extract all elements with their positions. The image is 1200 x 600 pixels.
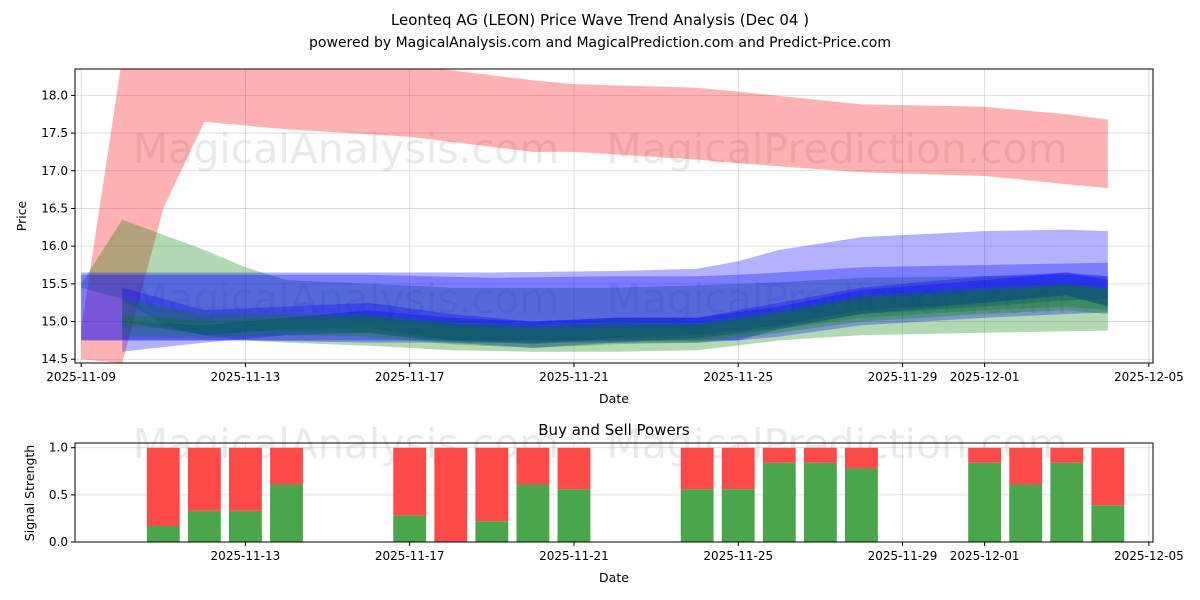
buy-bar	[1091, 505, 1125, 542]
sell-bar	[516, 447, 550, 485]
price-x-tick-label: 2025-12-01	[950, 370, 1020, 384]
buy-bar	[146, 525, 180, 542]
signal-y-axis: 0.0 0.5 1.0	[49, 441, 75, 549]
sell-bar	[1009, 447, 1043, 485]
signal-x-tick-label: 2025-11-21	[539, 549, 609, 563]
price-chart: MagicalAnalysis.com MagicalPrediction.co…	[14, 68, 1184, 406]
price-band-green-wave-1	[122, 283, 1108, 343]
signal-plot-frame	[74, 442, 1154, 543]
sell-bar	[393, 447, 427, 516]
price-x-tick-label: 2025-11-25	[703, 370, 773, 384]
sell-bar	[557, 447, 591, 490]
sell-bar	[434, 447, 468, 542]
price-y-tick-label: 14.5	[41, 352, 68, 366]
signal-y-tick-label: 1.0	[49, 441, 68, 455]
sell-bar	[762, 447, 796, 463]
sell-bar	[475, 447, 509, 522]
buy-bar	[1050, 462, 1084, 542]
price-y-label: Price	[14, 200, 29, 231]
sell-bar	[968, 447, 1002, 463]
watermark-prediction-2: MagicalPrediction.com	[606, 275, 1067, 323]
signal-bars	[146, 447, 1125, 542]
price-x-tick-label: 2025-11-29	[868, 370, 938, 384]
buy-bar	[803, 462, 837, 542]
buy-bar	[270, 484, 303, 542]
signal-y-label: Signal Strength	[22, 445, 37, 541]
sell-bar	[146, 447, 180, 526]
price-band-blue-band	[81, 262, 1108, 343]
buy-bar	[557, 489, 591, 542]
sell-bar	[270, 447, 303, 485]
buy-bar	[968, 462, 1002, 542]
price-x-label: Date	[599, 391, 629, 406]
price-grid	[75, 69, 1153, 363]
price-x-tick-label: 2025-11-17	[375, 370, 445, 384]
signal-x-axis: 2025-11-13 2025-11-17 2025-11-21 2025-11-25…	[211, 542, 1184, 563]
buy-bar	[516, 484, 550, 542]
price-bands	[81, 69, 1108, 363]
buy-bar	[229, 510, 262, 542]
signal-x-label: Date	[599, 570, 629, 585]
price-y-tick-label: 15.5	[41, 277, 68, 291]
signal-x-tick-label: 2025-11-17	[375, 549, 445, 563]
sell-bar	[1091, 447, 1125, 506]
price-band-blue-wide-band	[81, 229, 1108, 341]
signal-y-tick-label: 0.5	[49, 488, 68, 502]
signal-x-tick-label: 2025-11-25	[703, 549, 773, 563]
sell-bar	[187, 447, 221, 511]
price-band-red-band	[81, 69, 1108, 363]
buy-bar	[1009, 484, 1043, 542]
price-y-tick-label: 17.5	[41, 126, 68, 140]
sell-bar	[803, 447, 837, 463]
price-y-tick-label: 17.0	[41, 164, 68, 178]
signal-x-tick-label: 2025-12-01	[950, 549, 1020, 563]
signal-chart: Buy and Sell Powers MagicalAnalysis.com …	[22, 420, 1184, 585]
buy-bar	[680, 489, 714, 542]
main-subtitle: powered by MagicalAnalysis.com and Magic…	[309, 35, 891, 51]
buy-bar	[187, 510, 221, 542]
price-band-green-wave-2	[122, 285, 1108, 348]
price-plot-frame	[74, 68, 1154, 364]
price-band-green-wide-band	[81, 219, 1108, 352]
price-y-tick-label: 15.0	[41, 315, 68, 329]
buy-bar	[475, 521, 509, 542]
price-y-tick-label: 16.5	[41, 201, 68, 215]
buy-bar	[721, 489, 755, 542]
buy-bar	[762, 462, 796, 542]
price-x-tick-label: 2025-12-05	[1114, 370, 1184, 384]
price-y-tick-label: 16.0	[41, 239, 68, 253]
sell-bar	[229, 447, 262, 511]
price-band-blue-wave-1	[122, 272, 1108, 345]
signal-x-tick-label: 2025-12-05	[1114, 549, 1184, 563]
sell-bar	[721, 447, 755, 490]
price-x-axis: 2025-11-09 2025-11-13 2025-11-17 2025-11-21…	[46, 363, 1184, 384]
buy-bar	[393, 515, 427, 542]
price-x-tick-label: 2025-11-13	[211, 370, 281, 384]
price-x-tick-label: 2025-11-21	[539, 370, 609, 384]
sell-bar	[680, 447, 714, 490]
price-band-blue-wave-2	[122, 272, 1108, 352]
signal-x-tick-label: 2025-11-13	[211, 549, 281, 563]
price-y-tick-label: 18.0	[41, 88, 68, 102]
signal-x-tick-label: 2025-11-29	[868, 549, 938, 563]
sell-bar	[845, 447, 878, 469]
price-y-axis: 14.5 15.0 15.5 16.0 16.5 17.0 17.5 18.0	[41, 88, 75, 366]
watermark-analysis-2: MagicalAnalysis.com	[133, 275, 560, 323]
signal-title: Buy and Sell Powers	[538, 421, 690, 439]
signal-y-tick-label: 0.0	[49, 535, 68, 549]
main-title: Leonteq AG (LEON) Price Wave Trend Analy…	[391, 11, 809, 29]
price-x-tick-label: 2025-11-09	[46, 370, 116, 384]
buy-bar	[845, 468, 878, 542]
sell-bar	[1050, 447, 1084, 463]
